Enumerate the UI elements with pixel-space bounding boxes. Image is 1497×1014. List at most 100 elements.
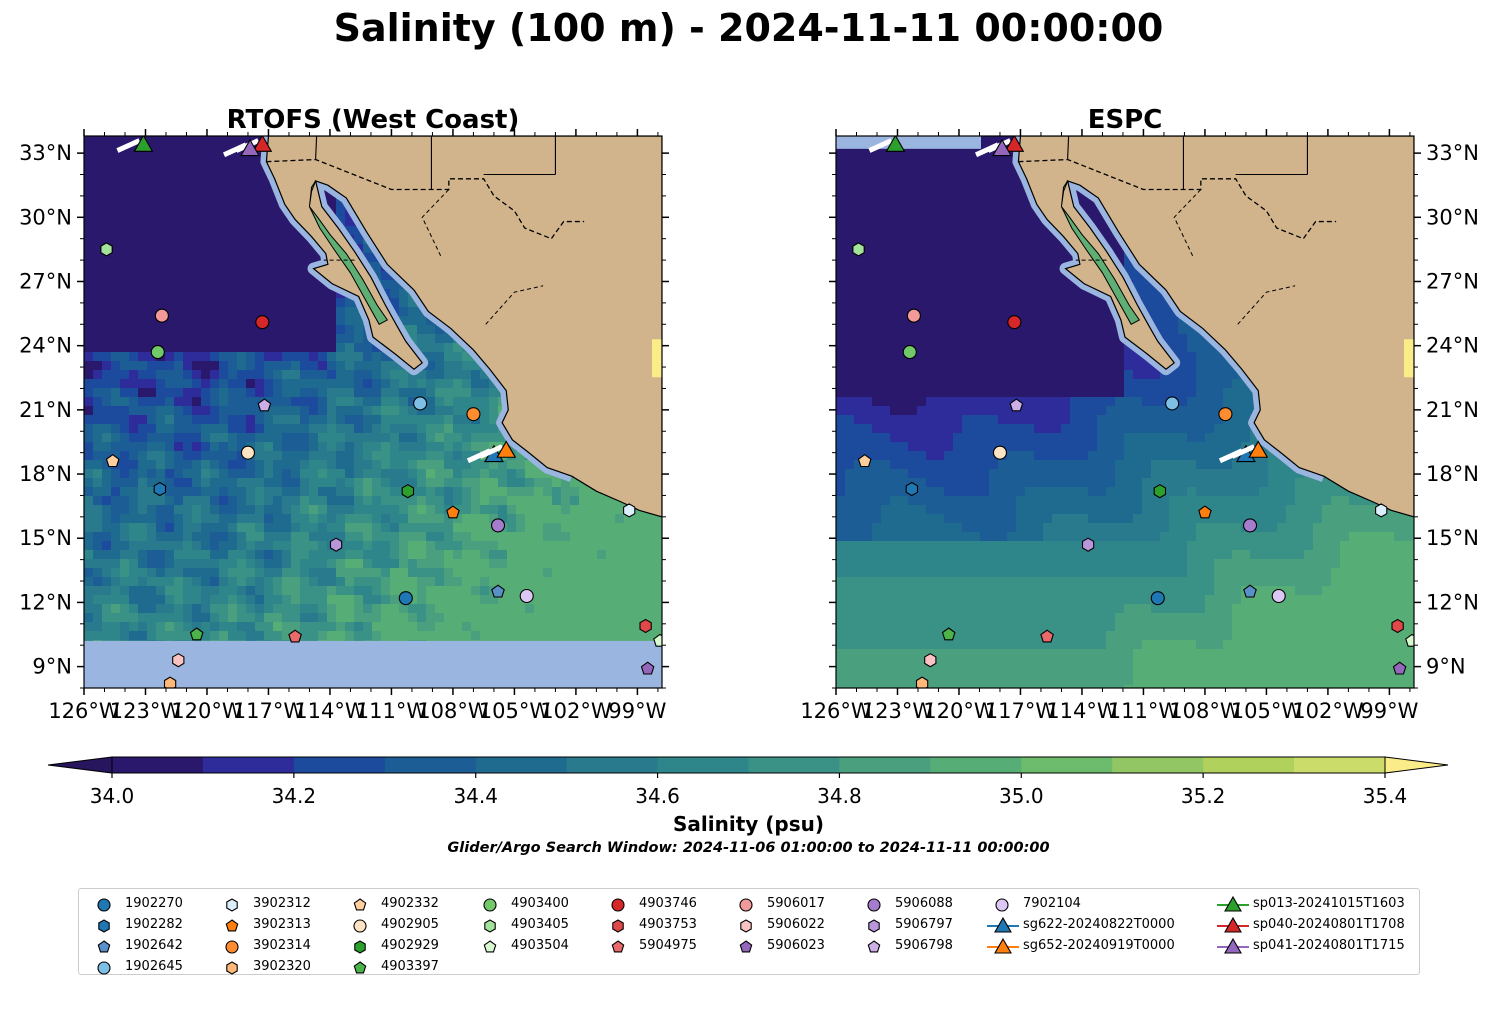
edge-high-salinity-patch [1404,339,1414,378]
glider-sp040-20240801T1708 [252,136,273,152]
legend-entry: sp041-20240801T1715 [1215,935,1405,956]
legend-marker [867,897,881,912]
legend-label: 4903405 [511,917,569,932]
colorbar-bin [293,757,386,773]
legend-entry: 3902312 [215,893,311,914]
legend-label: 1902270 [125,896,183,911]
legend-marker [483,939,497,952]
lat-tick-label: 21°N [1426,398,1479,422]
legend-label: sg652-20240919T0000 [1023,938,1175,953]
legend-glider-marker [1224,895,1242,912]
glider-sg652-20240919T0000 [1248,440,1269,458]
lat-tick-label: 9°N [1426,655,1466,679]
legend-entry: sg652-20240919T0000 [985,935,1175,956]
float-4903753 [1391,618,1404,634]
legend-column: 5906088 5906797 5906798 [857,893,953,956]
lat-tick-label: 15°N [19,526,72,550]
legend-entry: 1902642 [87,935,183,956]
legend-entry: 5906022 [729,914,825,935]
legend-label: 3902314 [253,938,311,953]
legend-label: 3902320 [253,959,311,974]
float-5906017 [154,308,169,323]
legend-marker [867,939,881,952]
country-border [1018,158,1337,240]
land-mass [265,136,662,518]
legend-entry: 4902905 [343,914,439,935]
map-frame [835,135,1415,689]
legend-label: 4903753 [639,917,697,932]
legend-circle-marker [611,897,625,912]
colorbar-bin [930,757,1022,773]
edge-high-salinity-patch [652,339,662,378]
legend-pentagon-marker [611,939,625,952]
legend-marker [995,897,1009,912]
legend-label: 7902104 [1023,896,1081,911]
lon-tick-label: 114°W [1046,699,1118,723]
state-border [485,285,544,325]
float-3902314 [466,407,481,422]
legend-marker [987,937,1019,954]
colorbar-under-arrow [47,756,113,774]
float-1902282 [153,481,167,497]
legend-label: 5906798 [895,938,953,953]
legend-marker [612,918,624,933]
legend-circle-marker [353,918,367,933]
legend-hexagon-marker [740,918,752,933]
state-border [1237,285,1296,325]
legend-marker [226,960,238,975]
float-5906023 [640,661,655,675]
lon-tick-label: 108°W [417,699,489,723]
legend-circle-marker [995,897,1009,912]
float-4903504 [1405,633,1414,647]
legend-entry: 5906088 [857,893,953,914]
legend-label: 5906017 [767,896,825,911]
legend-circle-marker [867,897,881,912]
float-4902332 [857,454,872,468]
float-5906797 [329,537,343,552]
legend-label: 4902332 [381,896,439,911]
glider-sp041-20240801T1715 [992,138,1012,157]
float-4903400 [150,345,165,360]
legend-label: 5906022 [767,917,825,932]
float-5906088 [490,518,506,533]
legend-label: 5906088 [895,896,953,911]
legend-entry: sp013-20241015T1603 [1215,893,1405,914]
legend-marker [483,897,497,912]
lon-tick-label: 111°W [356,699,428,723]
legend-entry: 5904975 [601,935,697,956]
glider-track [868,138,893,153]
legend-label: 1902645 [125,959,183,974]
legend-hexagon-marker [226,897,238,912]
glider-sp040-20240801T1708 [1004,136,1025,152]
legend-column: sp013-20241015T1603 sp040-20240801T1708 sp… [1215,893,1405,956]
legend-marker [97,897,111,912]
legend-marker [353,960,367,973]
legend-entry: 3902313 [215,914,311,935]
colorbar-bin [1294,757,1386,773]
float-4902929 [401,484,415,499]
float-5906023 [1392,661,1407,675]
float-5906798 [257,398,272,412]
float-5906017 [906,308,921,323]
legend-label: 5906023 [767,938,825,953]
legend-circle-marker [97,960,111,975]
legend-marker [484,918,496,933]
float-1902645 [413,396,428,411]
map-frame [83,135,663,689]
legend-circle-marker [483,897,497,912]
legend-entry: sp040-20240801T1708 [1215,914,1405,935]
legend-marker [97,960,111,975]
lon-tick-label: 102°W [540,699,612,723]
legend-entry: 5906017 [729,893,825,914]
float-4903504 [653,633,662,647]
legend-pentagon-marker [353,897,367,910]
lon-tick-label: 123°W [110,699,182,723]
colorbar-bin [202,757,295,773]
float-4902905 [992,445,1008,460]
float-5906088 [1242,518,1258,533]
legend-hexagon-marker [484,918,496,933]
glider-track [479,444,504,459]
glider-track [116,138,141,153]
float-3902313 [1198,505,1212,519]
float-4903400 [902,345,917,360]
